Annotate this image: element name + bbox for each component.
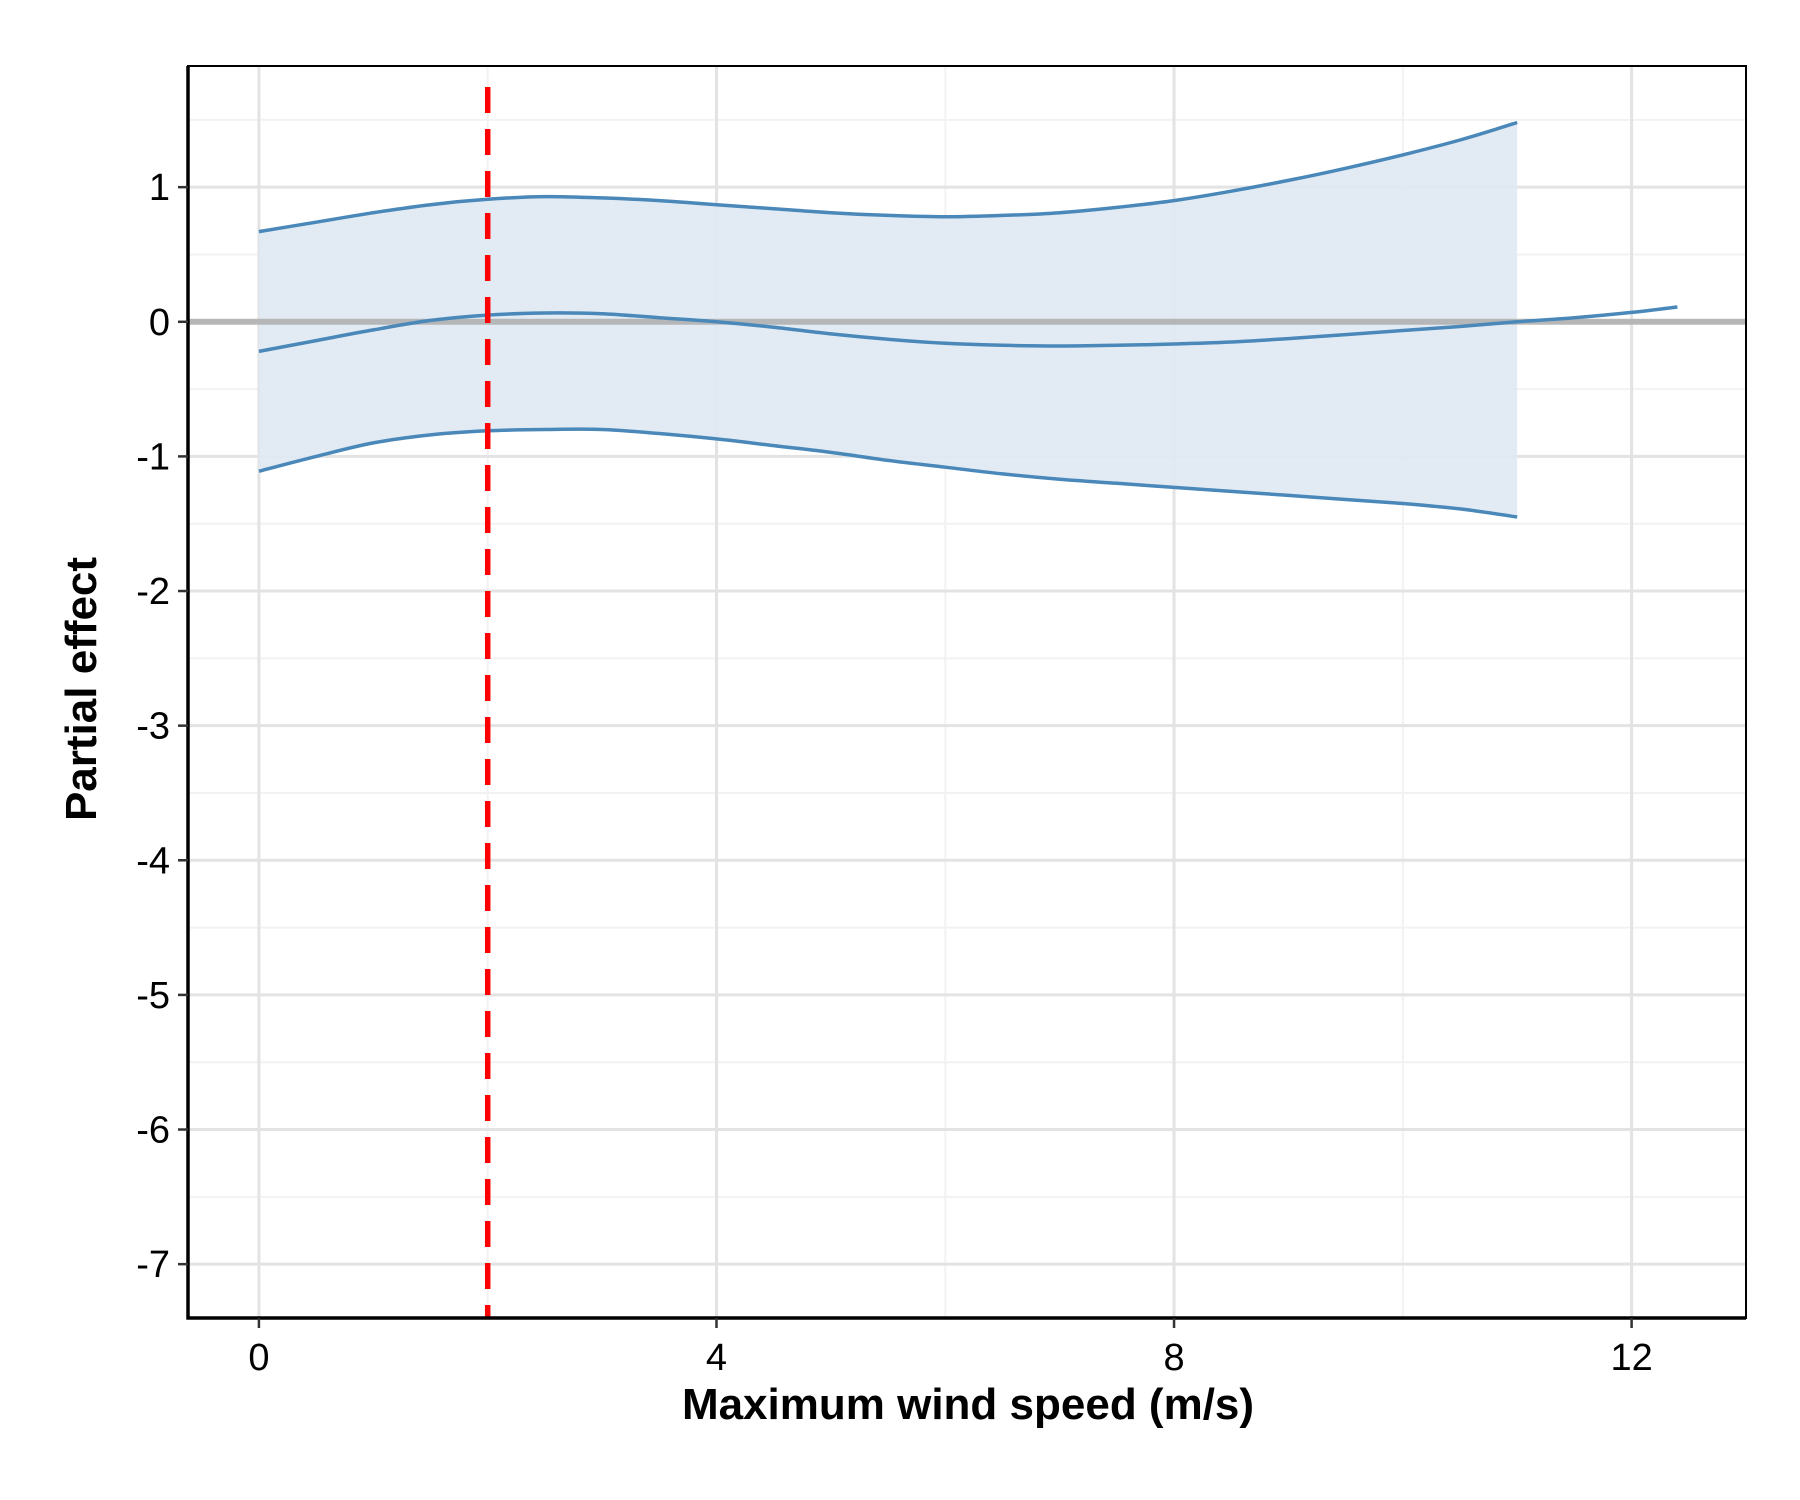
lower-ci-line: [258, 427, 1518, 519]
x-tick-label: 12: [1610, 1337, 1652, 1379]
x-tick-label: 0: [248, 1337, 269, 1379]
y-tick-label: 0: [149, 302, 170, 344]
x-axis-title: Maximum wind speed (m/s): [682, 1380, 1254, 1429]
y-tick-label: -3: [136, 706, 170, 748]
y-tick-label: -5: [136, 975, 170, 1017]
fit-line: [258, 305, 1678, 354]
x-tick-labels: 0 4 8 12: [248, 1337, 1652, 1379]
y-tick-label: -1: [136, 436, 170, 478]
axes: [178, 65, 1747, 1328]
y-tick-label: -7: [136, 1244, 170, 1286]
x-tick-label: 4: [706, 1337, 727, 1379]
upper-ci-line: [258, 120, 1518, 234]
series-lines: [258, 87, 1678, 1318]
y-tick-label: -6: [136, 1110, 170, 1152]
y-tick-labels: 1 0 -1 -2 -3 -4 -5 -6 -7: [136, 167, 170, 1286]
y-tick-label: -2: [136, 571, 170, 613]
x-tick-label: 8: [1163, 1337, 1184, 1379]
y-axis-title: Partial effect: [57, 557, 106, 821]
y-tick-label: 1: [149, 167, 170, 209]
y-tick-label: -4: [136, 840, 170, 882]
